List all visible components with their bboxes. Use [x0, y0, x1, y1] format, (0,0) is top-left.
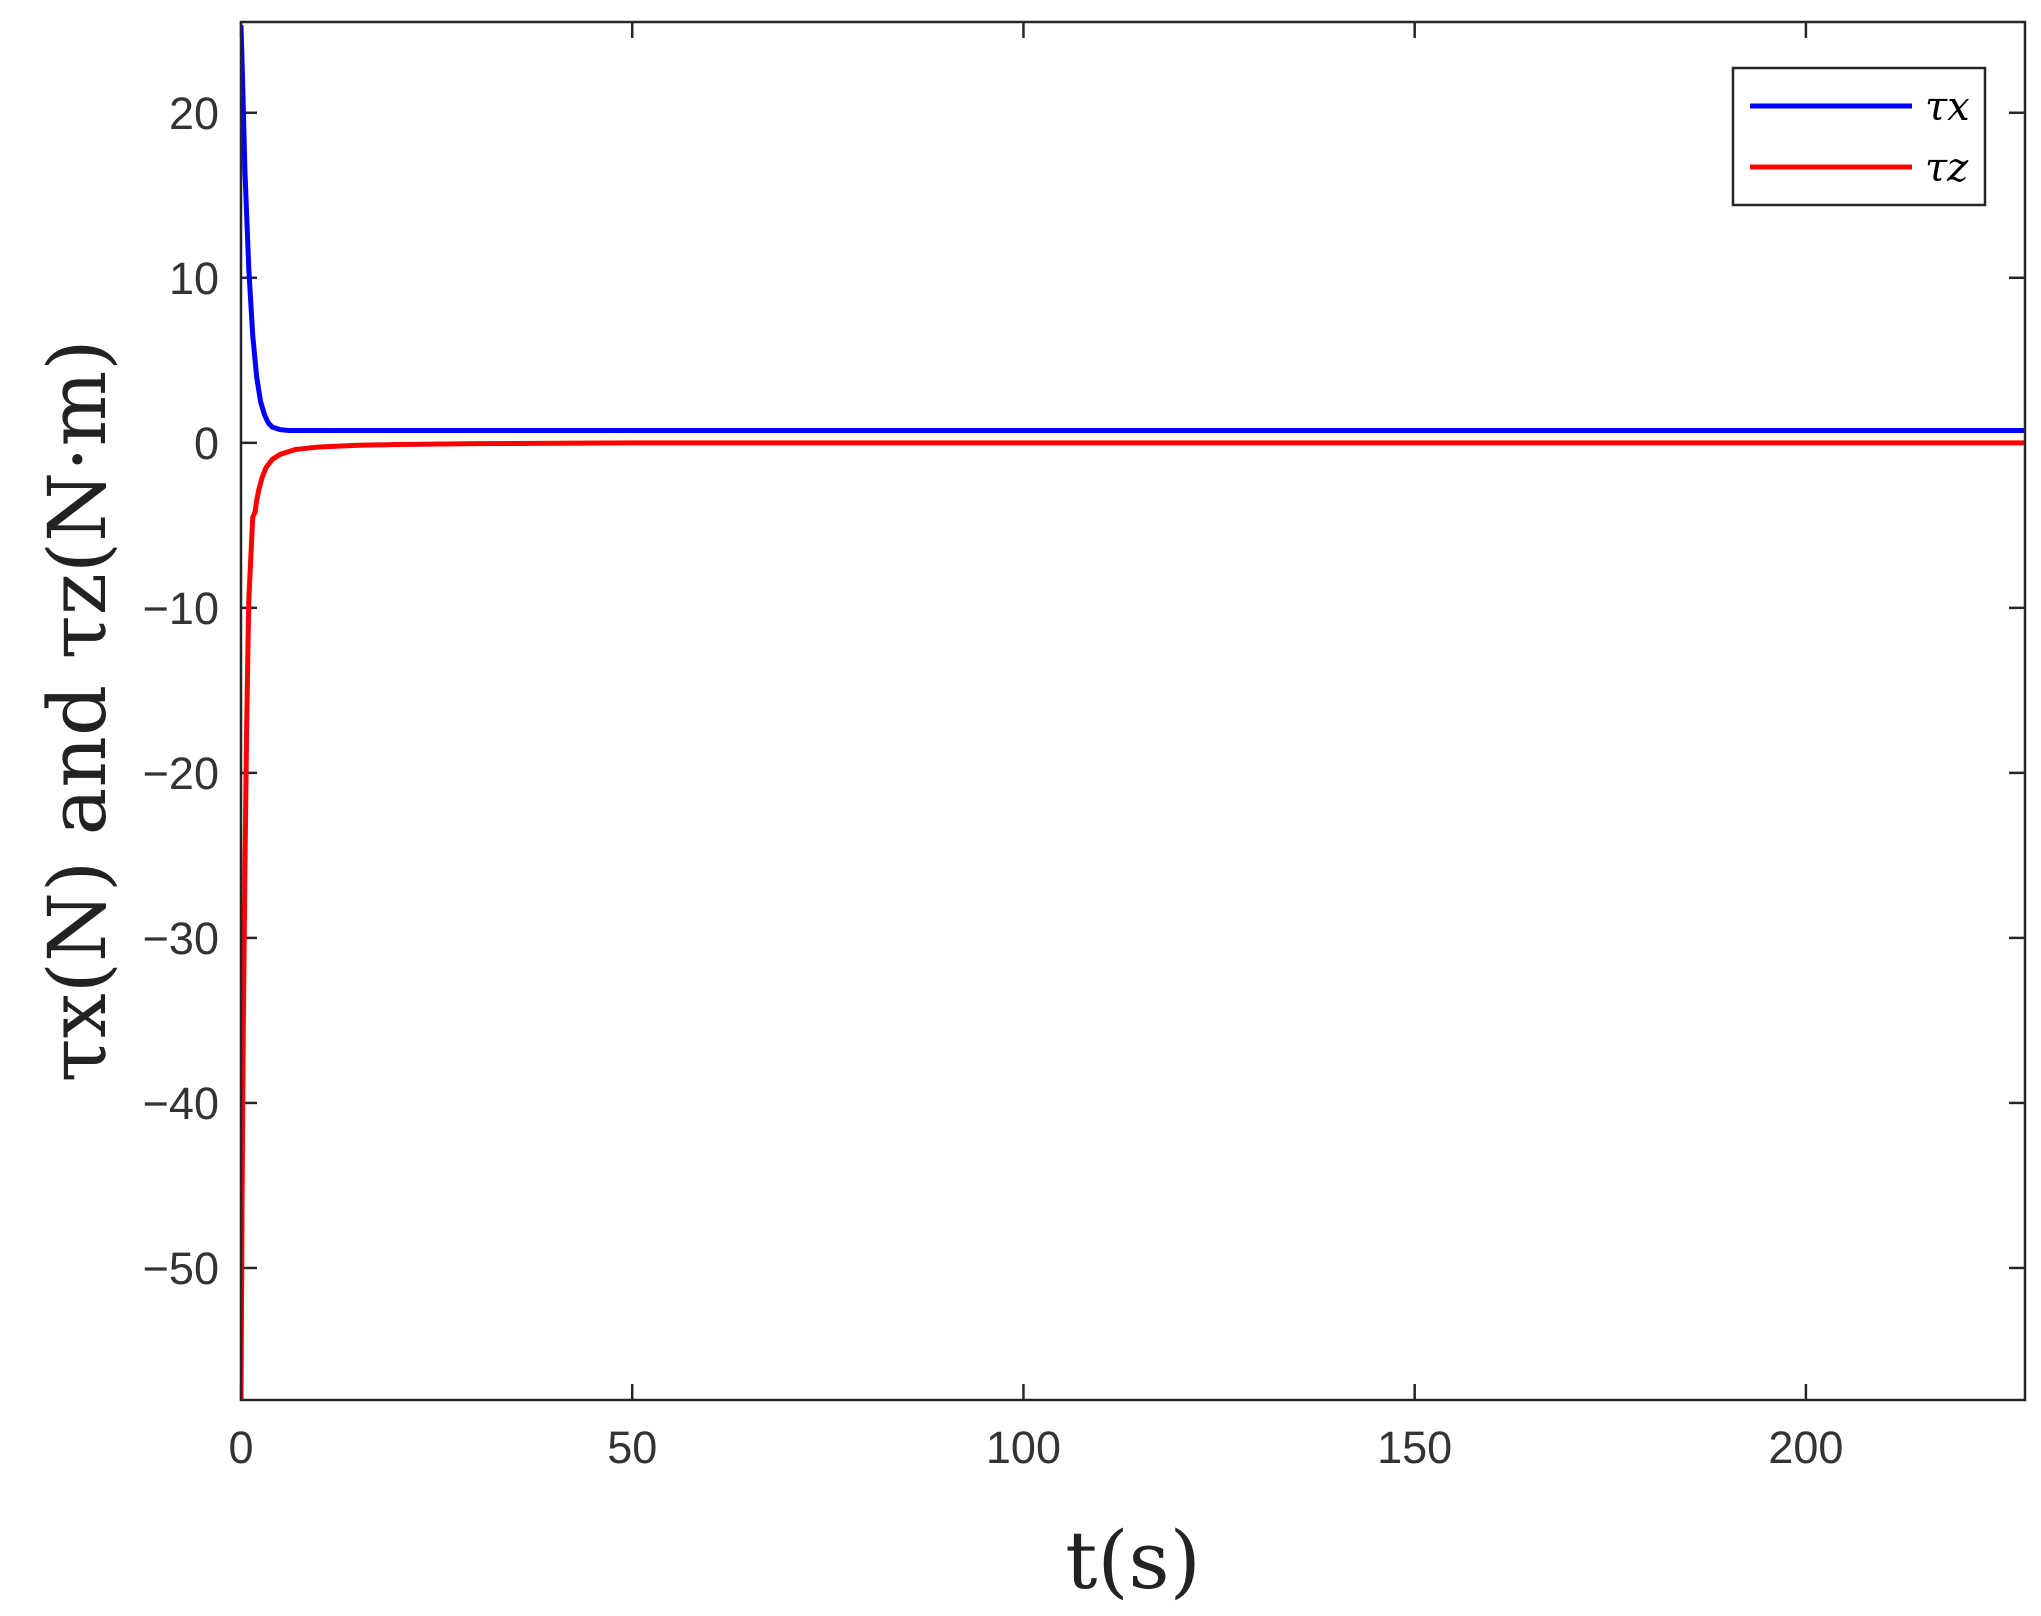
series-line-tau-z — [241, 440, 2025, 1400]
legend-label-tau-z: τz — [1925, 145, 1969, 191]
y-tick-label: −50 — [143, 1243, 219, 1294]
y-tick-label: 10 — [169, 253, 219, 304]
y-tick-label: −20 — [143, 748, 219, 799]
legend-label-tau-x: τx — [1925, 84, 1970, 130]
x-tick-label: 100 — [986, 1422, 1061, 1473]
x-tick-label: 200 — [1768, 1422, 1843, 1473]
y-axis-label: τx(N) and τz(N·m) — [31, 339, 124, 1082]
y-tick-label: −40 — [143, 1078, 219, 1129]
x-tick-label: 50 — [607, 1422, 657, 1473]
y-tick-label: −10 — [143, 583, 219, 634]
x-tick-label: 0 — [228, 1422, 253, 1473]
legend: τx τz — [1731, 66, 1987, 207]
x-axis-label: t(s) — [1065, 1514, 1201, 1607]
series-layer — [241, 25, 2025, 1400]
legend-box — [1731, 66, 1987, 207]
y-tick-label: −30 — [143, 913, 219, 964]
y-tick-label: 0 — [194, 418, 219, 469]
x-tick-label: 150 — [1377, 1422, 1452, 1473]
series-line-tau-x — [241, 25, 2025, 433]
axes-box — [239, 20, 2027, 1402]
y-tick-label: 20 — [169, 88, 219, 139]
plot-area — [241, 22, 2025, 1400]
